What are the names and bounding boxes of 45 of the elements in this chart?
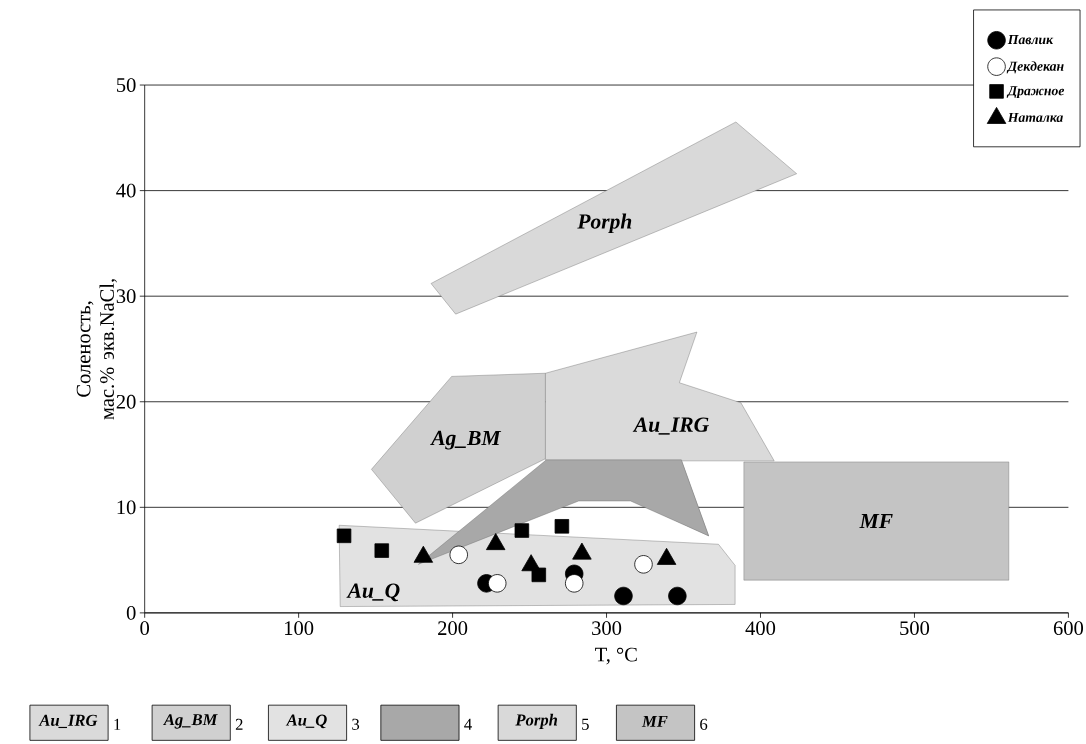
x-tick-label: 0 (140, 621, 150, 636)
point (336, 528, 352, 544)
text: 3 (352, 718, 360, 730)
x-tick-label: 200 (438, 621, 468, 636)
legend-label: Декдекан (1006, 61, 1064, 74)
point (488, 574, 507, 593)
text: Porph (515, 713, 558, 729)
point (449, 545, 468, 565)
text: Au_Q (285, 714, 327, 729)
x-tick-label: 100 (285, 621, 314, 636)
series-label: Ag_BM (430, 430, 502, 450)
point (614, 586, 633, 606)
series-label: Porph (577, 213, 632, 234)
point (514, 523, 530, 538)
text: 4 (464, 718, 472, 730)
y-tick-label: 40 (116, 183, 136, 198)
y-tick-label: 10 (117, 500, 136, 515)
x-tick-label: 600 (1053, 621, 1084, 636)
point (565, 574, 584, 593)
text: 2 (235, 718, 243, 730)
point (668, 586, 687, 606)
point (634, 555, 653, 574)
point (374, 543, 389, 558)
legend-label: Павлик (1007, 35, 1054, 45)
y-tick-label: 50 (117, 78, 136, 93)
text: 1 (114, 718, 121, 730)
legend-label: Дражное (1006, 86, 1065, 99)
series-label: Au_Q (346, 583, 400, 602)
x-tick-label: 500 (900, 621, 930, 636)
y-tick-label: 20 (116, 394, 136, 409)
series-label: MF (859, 514, 893, 529)
series-label: Au_IRG (632, 417, 709, 435)
x-tick-label: 300 (592, 621, 622, 636)
text: MF (641, 716, 668, 727)
y-axis-title: Соленость, мас.% экв.NaCl, (76, 279, 117, 420)
text: 6 (700, 718, 708, 730)
text: Ag_BM (162, 714, 218, 729)
legend-label: Наталка (1007, 112, 1063, 123)
x-tick-label: 400 (745, 621, 776, 636)
text: 5 (582, 718, 589, 730)
y-tick-label: 0 (126, 606, 136, 620)
x-axis-title: T, °C (595, 647, 637, 665)
text: Au_IRG (38, 714, 98, 729)
point (554, 519, 570, 534)
y-tick-label: 30 (116, 289, 136, 304)
